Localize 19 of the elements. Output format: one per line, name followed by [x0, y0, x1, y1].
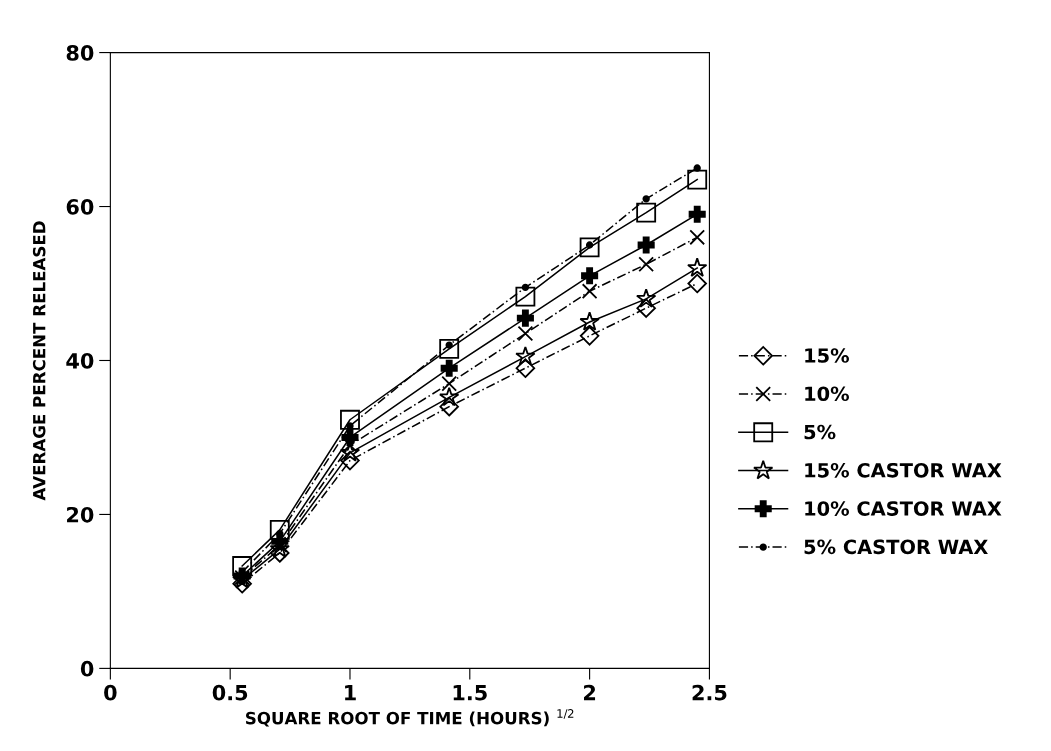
legend-label: 5% CASTOR WAX [804, 539, 988, 555]
legend-label: 15% [805, 348, 849, 363]
legend-label: 10% [805, 386, 849, 402]
legend-label: 5% [804, 424, 836, 440]
x-axis-title: SQUARE ROOT OF TIME (HOURS) $^{1/2}$ [246, 709, 574, 727]
legend-label: 10% CASTOR WAX [805, 501, 1002, 516]
x-tick-label: 1 [345, 685, 356, 701]
y-tick-label: 40 [66, 352, 94, 369]
y-axis-title: AVERAGE PERCENT RELEASED [32, 221, 46, 501]
y-tick-label: 0 [80, 660, 94, 677]
y-tick-label: 60 [66, 198, 94, 215]
x-tick-label: 1.5 [453, 685, 487, 701]
y-tick-label: 80 [66, 45, 94, 61]
x-tick-label: 2.5 [692, 684, 727, 701]
legend-label: 15% CASTOR WAX [805, 462, 1002, 478]
x-tick-label: 0.5 [212, 684, 248, 701]
y-tick-label: 20 [67, 506, 94, 523]
x-tick-label: 0 [104, 684, 117, 701]
x-tick-label: 2 [584, 684, 596, 701]
